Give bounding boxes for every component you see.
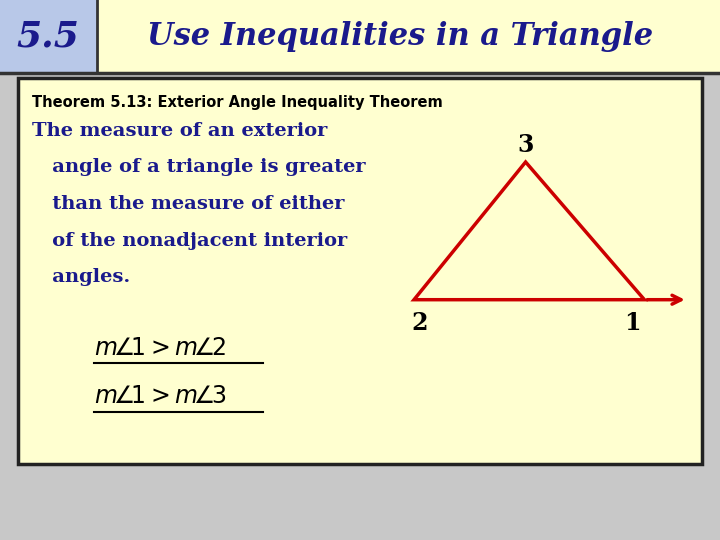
Text: 1: 1 <box>624 310 640 334</box>
Text: 5.5: 5.5 <box>17 19 80 53</box>
Text: 3: 3 <box>518 133 534 157</box>
Text: angle of a triangle is greater: angle of a triangle is greater <box>32 158 366 176</box>
Text: of the nonadjacent interior: of the nonadjacent interior <box>32 232 348 249</box>
Text: than the measure of either: than the measure of either <box>32 195 345 213</box>
Bar <box>0 0 97 73</box>
Text: 2: 2 <box>412 310 428 334</box>
Bar <box>97 0 720 73</box>
Text: angles.: angles. <box>32 268 130 286</box>
Text: The measure of an exterior: The measure of an exterior <box>32 122 328 139</box>
Bar <box>18 78 702 464</box>
Text: $m\!\angle\!1 > m\!\angle\!3$: $m\!\angle\!1 > m\!\angle\!3$ <box>94 386 226 408</box>
Text: Theorem 5.13: Exterior Angle Inequality Theorem: Theorem 5.13: Exterior Angle Inequality … <box>32 94 443 110</box>
Text: Use Inequalities in a Triangle: Use Inequalities in a Triangle <box>147 21 652 52</box>
Text: $m\!\angle\!1 > m\!\angle\!2$: $m\!\angle\!1 > m\!\angle\!2$ <box>94 337 225 360</box>
